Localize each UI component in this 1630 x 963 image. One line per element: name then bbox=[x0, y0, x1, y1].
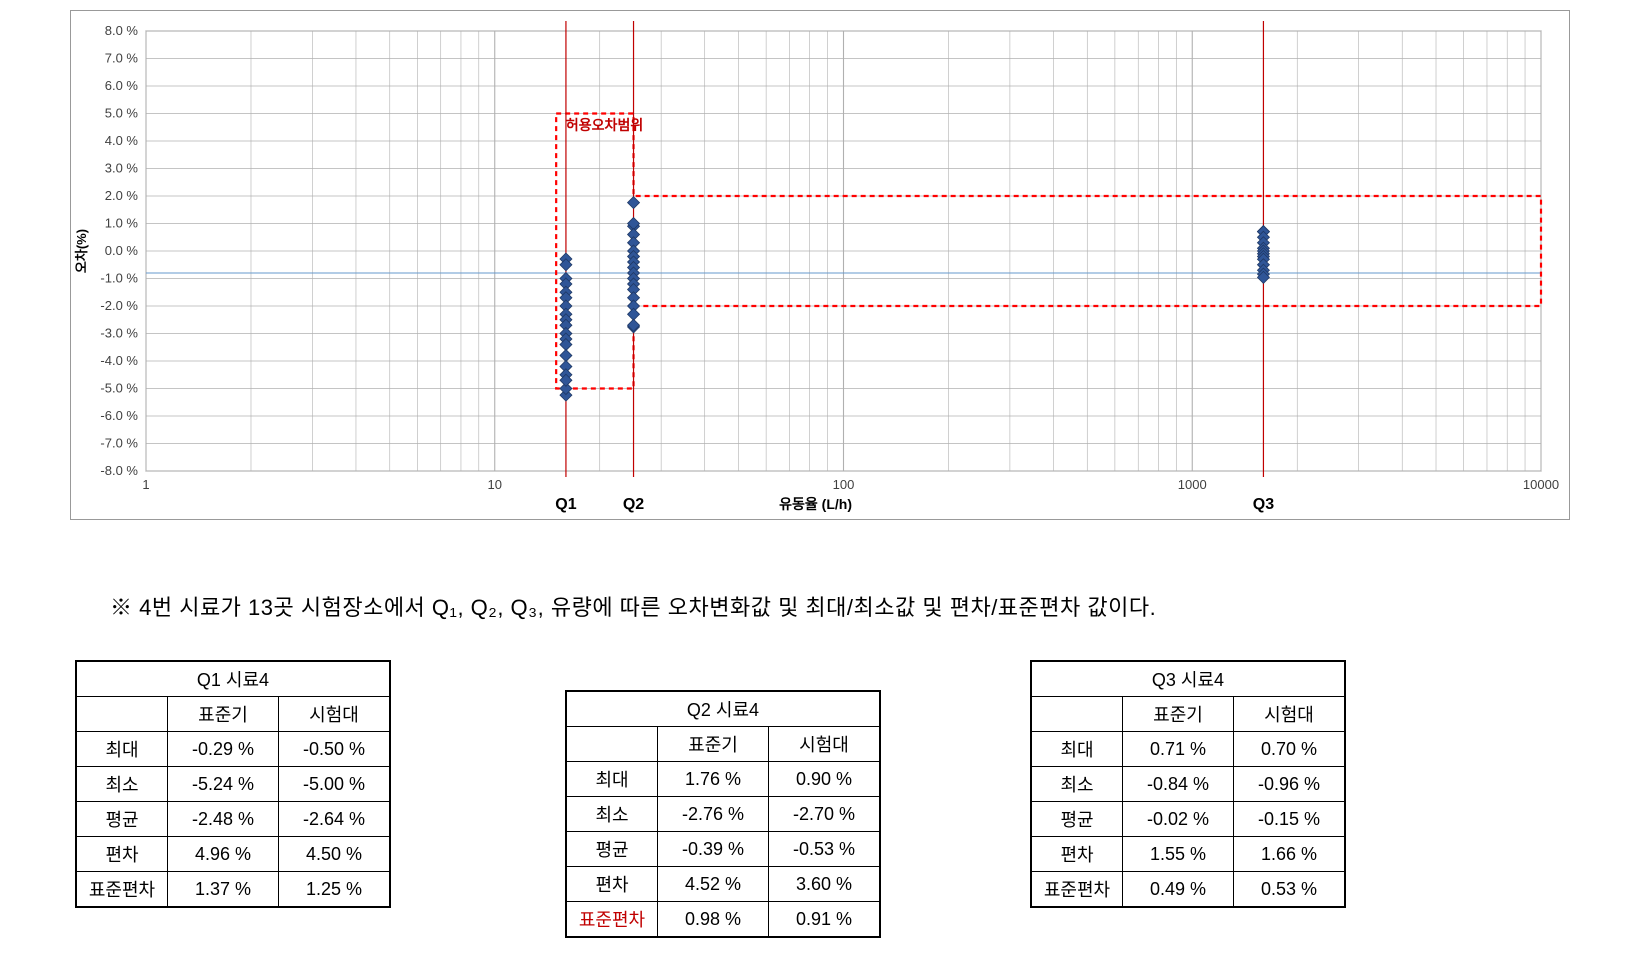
table-row-label: 표준편차 bbox=[566, 902, 658, 938]
table-cell: -2.64 % bbox=[279, 802, 391, 837]
table-cell: 0.91 % bbox=[769, 902, 881, 938]
chart-container: -8.0 % -7.0 % -6.0 % -5.0 % -4.0 % -3.0 % -2.0… bbox=[70, 10, 1570, 520]
table-row-label: 최대 bbox=[566, 762, 658, 797]
table-cell: -0.96 % bbox=[1234, 767, 1346, 802]
svg-text:3.0 %: 3.0 % bbox=[105, 161, 139, 176]
table-row-label: 편차 bbox=[76, 837, 168, 872]
svg-text:6.0 %: 6.0 % bbox=[105, 78, 139, 93]
table-title: Q1 시료4 bbox=[76, 661, 390, 697]
table-cell: 4.96 % bbox=[168, 837, 279, 872]
table-row-label: 평균 bbox=[566, 832, 658, 867]
table-row-label: 최대 bbox=[76, 732, 168, 767]
svg-text:1.0 %: 1.0 % bbox=[105, 216, 139, 231]
table-cell: 3.60 % bbox=[769, 867, 881, 902]
table-row-label: 최소 bbox=[76, 767, 168, 802]
table-cell: -5.24 % bbox=[168, 767, 279, 802]
table-cell: -0.84 % bbox=[1123, 767, 1234, 802]
svg-text:2.0 %: 2.0 % bbox=[105, 188, 139, 203]
table-cell: 0.71 % bbox=[1123, 732, 1234, 767]
table-col-header: 표준기 bbox=[658, 727, 769, 762]
svg-text:7.0 %: 7.0 % bbox=[105, 51, 139, 66]
svg-text:-3.0 %: -3.0 % bbox=[100, 326, 138, 341]
table-title: Q3 시료4 bbox=[1031, 661, 1345, 697]
table-corner bbox=[1031, 697, 1123, 732]
svg-text:5.0 %: 5.0 % bbox=[105, 106, 139, 121]
table-col-header: 시험대 bbox=[769, 727, 881, 762]
svg-text:오차(%): 오차(%) bbox=[74, 229, 89, 273]
table-cell: -2.76 % bbox=[658, 797, 769, 832]
table-col-header: 표준기 bbox=[168, 697, 279, 732]
table-cell: 1.55 % bbox=[1123, 837, 1234, 872]
table-title: Q2 시료4 bbox=[566, 691, 880, 727]
table-cell: 0.98 % bbox=[658, 902, 769, 938]
table-q2: Q2 시료4표준기시험대최대1.76 %0.90 % 최소-2.76 %-2.70… bbox=[565, 690, 881, 938]
table-cell: 1.76 % bbox=[658, 762, 769, 797]
table-cell: -0.50 % bbox=[279, 732, 391, 767]
table-cell: -0.02 % bbox=[1123, 802, 1234, 837]
svg-text:10: 10 bbox=[488, 477, 502, 492]
table-row-label: 평균 bbox=[76, 802, 168, 837]
svg-text:-2.0 %: -2.0 % bbox=[100, 298, 138, 313]
svg-text:4.0 %: 4.0 % bbox=[105, 133, 139, 148]
svg-text:1000: 1000 bbox=[1178, 477, 1207, 492]
svg-text:Q3: Q3 bbox=[1253, 496, 1274, 513]
svg-text:10000: 10000 bbox=[1523, 477, 1559, 492]
svg-text:유동율 (L/h): 유동율 (L/h) bbox=[779, 496, 852, 512]
caption-text: ※ 4번 시료가 13곳 시험장소에서 Q₁, Q₂, Q₃, 유량에 따른 오… bbox=[110, 590, 1156, 622]
svg-text:-4.0 %: -4.0 % bbox=[100, 353, 138, 368]
table-cell: 0.49 % bbox=[1123, 872, 1234, 908]
svg-text:허용오차범위: 허용오차범위 bbox=[566, 117, 643, 133]
table-cell: 1.37 % bbox=[168, 872, 279, 908]
table-row-label: 편차 bbox=[566, 867, 658, 902]
svg-text:Q1: Q1 bbox=[555, 496, 576, 513]
svg-text:8.0 %: 8.0 % bbox=[105, 23, 139, 38]
table-cell: 1.25 % bbox=[279, 872, 391, 908]
table-row-label: 최소 bbox=[1031, 767, 1123, 802]
svg-text:-1.0 %: -1.0 % bbox=[100, 271, 138, 286]
table-row-label: 표준편차 bbox=[1031, 872, 1123, 908]
table-col-header: 표준기 bbox=[1123, 697, 1234, 732]
svg-text:-5.0 %: -5.0 % bbox=[100, 381, 138, 396]
table-col-header: 시험대 bbox=[1234, 697, 1346, 732]
table-row-label: 최소 bbox=[566, 797, 658, 832]
table-cell: -0.29 % bbox=[168, 732, 279, 767]
table-cell: -0.39 % bbox=[658, 832, 769, 867]
table-row-label: 편차 bbox=[1031, 837, 1123, 872]
table-corner bbox=[76, 697, 168, 732]
table-cell: 4.52 % bbox=[658, 867, 769, 902]
page-root: -8.0 % -7.0 % -6.0 % -5.0 % -4.0 % -3.0 % -2.0… bbox=[0, 0, 1630, 963]
table-corner bbox=[566, 727, 658, 762]
table-row-label: 표준편차 bbox=[76, 872, 168, 908]
svg-text:-6.0 %: -6.0 % bbox=[100, 408, 138, 423]
table-cell: -0.15 % bbox=[1234, 802, 1346, 837]
table-cell: 0.53 % bbox=[1234, 872, 1346, 908]
table-row-label: 평균 bbox=[1031, 802, 1123, 837]
error-chart: -8.0 % -7.0 % -6.0 % -5.0 % -4.0 % -3.0 % -2.0… bbox=[71, 11, 1571, 521]
table-cell: 4.50 % bbox=[279, 837, 391, 872]
table-q1: Q1 시료4표준기시험대최대-0.29 %-0.50 % 최소-5.24 %-5.… bbox=[75, 660, 391, 908]
table-cell: -2.70 % bbox=[769, 797, 881, 832]
svg-text:0.0 %: 0.0 % bbox=[105, 243, 139, 258]
svg-text:-8.0 %: -8.0 % bbox=[100, 463, 138, 478]
table-cell: 0.70 % bbox=[1234, 732, 1346, 767]
table-cell: -2.48 % bbox=[168, 802, 279, 837]
table-q3: Q3 시료4표준기시험대최대0.71 %0.70 % 최소-0.84 %-0.96… bbox=[1030, 660, 1346, 908]
table-cell: 1.66 % bbox=[1234, 837, 1346, 872]
table-cell: -0.53 % bbox=[769, 832, 881, 867]
svg-text:1: 1 bbox=[142, 477, 149, 492]
table-cell: -5.00 % bbox=[279, 767, 391, 802]
table-col-header: 시험대 bbox=[279, 697, 391, 732]
table-row-label: 최대 bbox=[1031, 732, 1123, 767]
svg-text:Q2: Q2 bbox=[623, 496, 644, 513]
table-cell: 0.90 % bbox=[769, 762, 881, 797]
svg-text:-7.0 %: -7.0 % bbox=[100, 436, 138, 451]
svg-text:100: 100 bbox=[833, 477, 855, 492]
